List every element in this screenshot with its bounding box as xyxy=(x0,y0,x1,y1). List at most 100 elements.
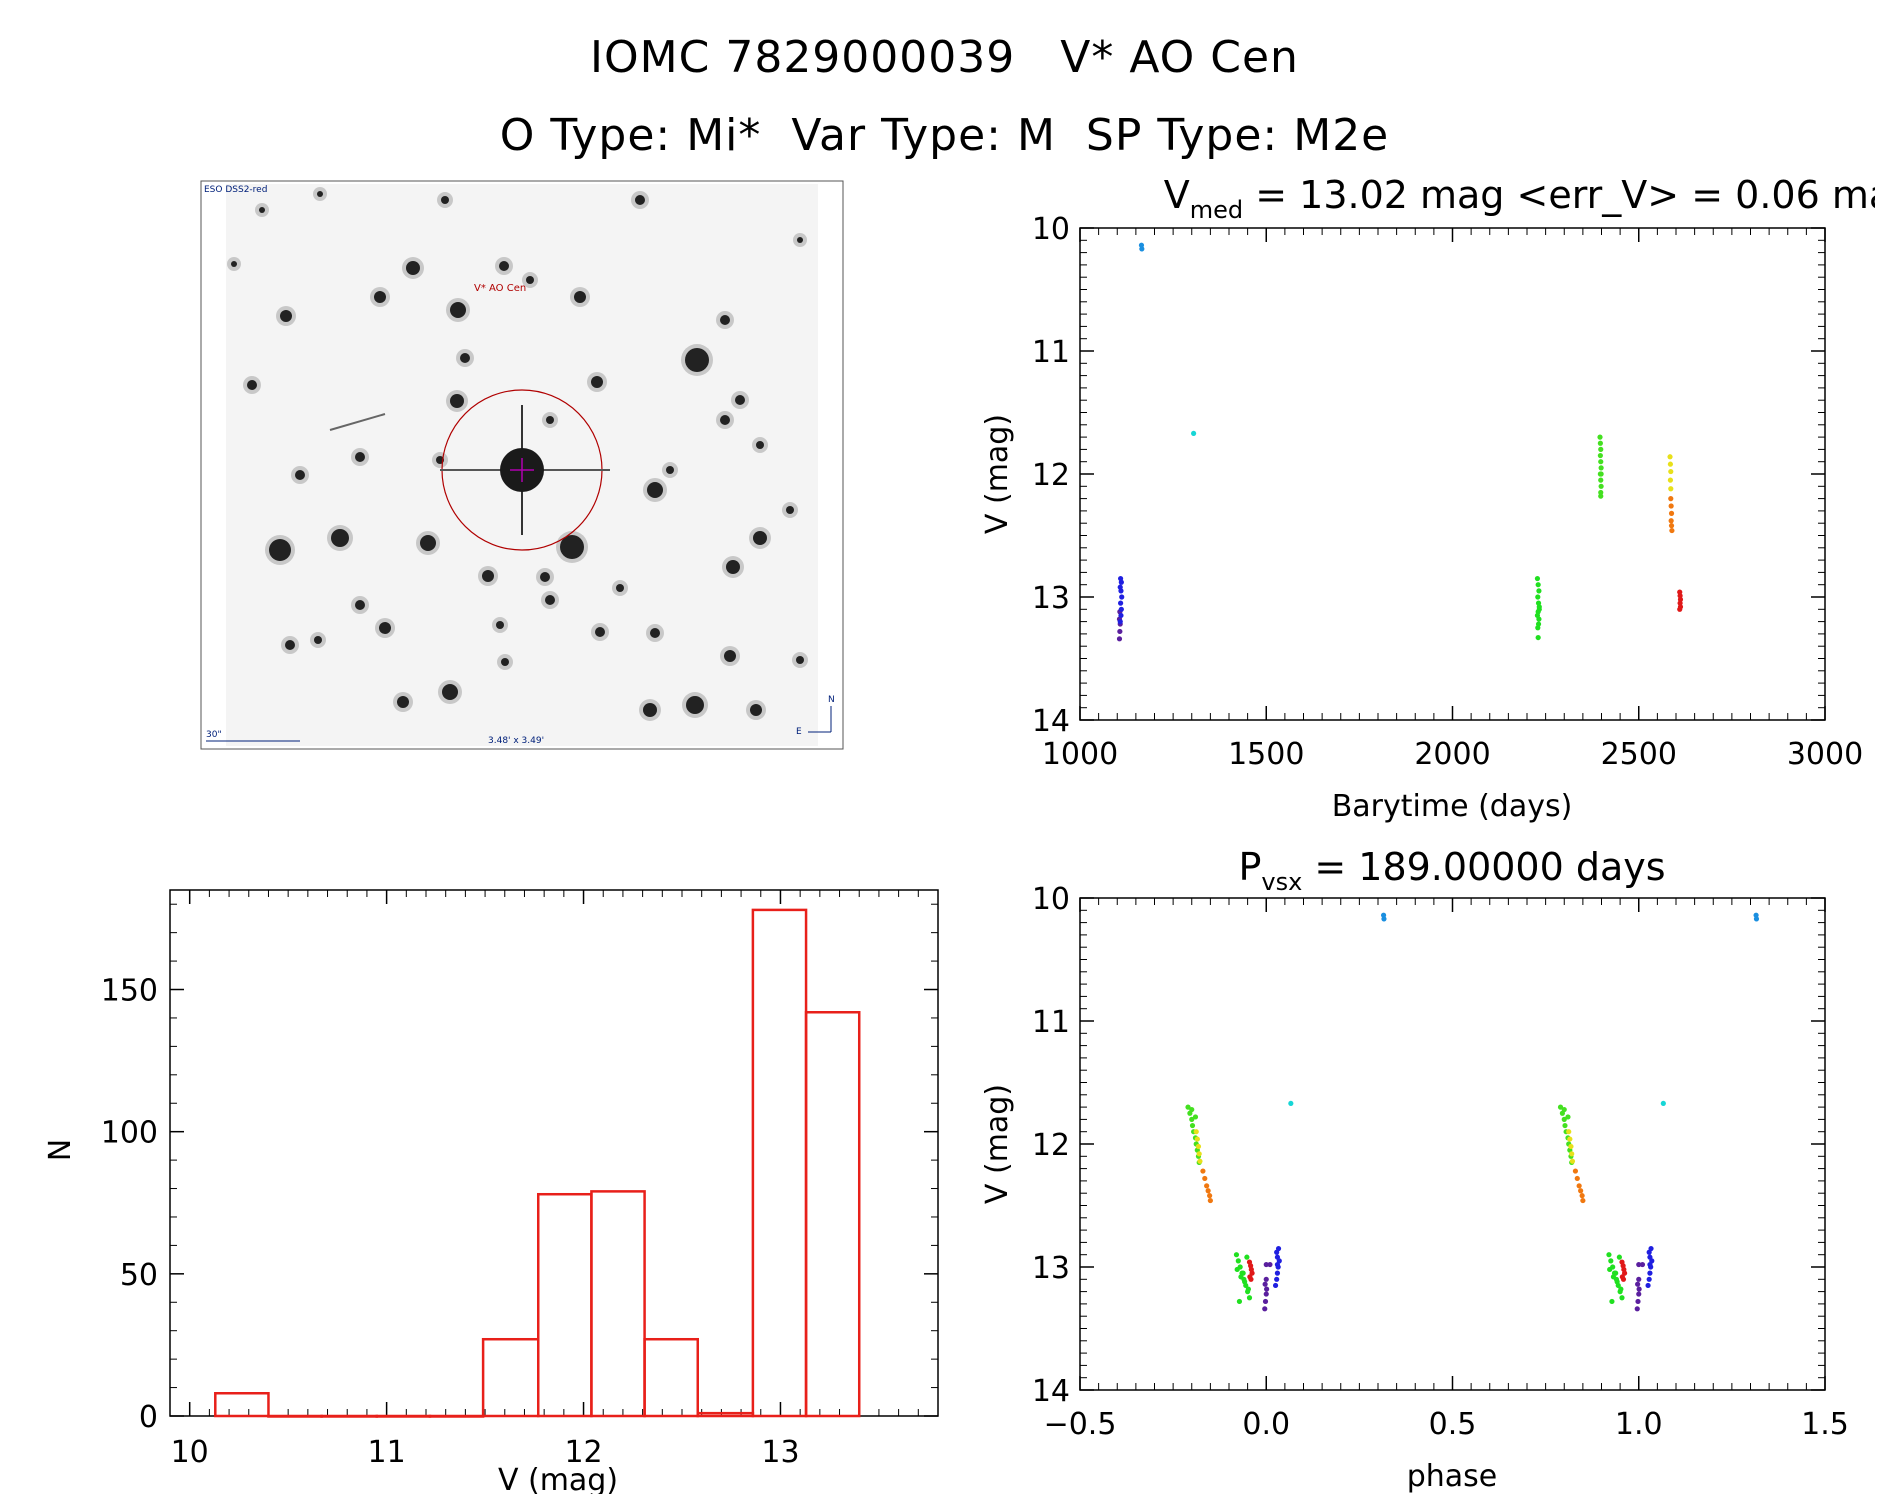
y-tick-label: 14 xyxy=(1032,704,1070,739)
north-label: N xyxy=(828,695,835,705)
data-point-purple xyxy=(1264,1286,1270,1292)
star xyxy=(247,380,257,390)
data-point-green1 xyxy=(1613,1270,1619,1276)
data-point-green1 xyxy=(1234,1266,1240,1273)
star xyxy=(750,704,762,716)
data-point-green1 xyxy=(1606,1252,1612,1258)
data-point-blue xyxy=(1647,1270,1653,1276)
data-point-purple xyxy=(1636,1286,1642,1292)
light-curve-title-v: V xyxy=(1164,173,1190,217)
star xyxy=(650,628,660,638)
light-curve-title-rest: = 13.02 mag <err_V> = 0.06 mag xyxy=(1243,173,1875,217)
data-point-blue xyxy=(1274,1276,1280,1282)
data-point-green1 xyxy=(1614,1279,1620,1285)
star xyxy=(756,441,764,449)
histogram-bar xyxy=(428,1414,485,1418)
star xyxy=(317,191,323,197)
data-point-green2 xyxy=(1565,1114,1571,1120)
data-point-purple_dash xyxy=(1639,1261,1646,1268)
star xyxy=(595,627,605,637)
histogram-bars xyxy=(214,908,861,1418)
data-point-orange xyxy=(1207,1193,1213,1199)
target-label: V* AO Cen xyxy=(474,283,526,294)
star xyxy=(647,482,663,498)
star xyxy=(726,560,740,574)
star xyxy=(635,195,645,205)
data-point-green2 xyxy=(1598,489,1604,496)
data-point-yellow xyxy=(1667,454,1673,460)
data-point-blue xyxy=(1118,612,1124,619)
star xyxy=(685,348,709,372)
star xyxy=(269,539,291,561)
data-point-yellow xyxy=(1566,1129,1572,1135)
histogram-ylabel: N xyxy=(43,1139,78,1161)
data-point-purple xyxy=(1636,1276,1642,1282)
x-tick-label: 0.0 xyxy=(1242,1407,1290,1442)
star xyxy=(499,261,509,271)
data-point-green2 xyxy=(1598,446,1604,452)
data-point-blue xyxy=(1119,594,1125,600)
data-point-blue xyxy=(1646,1276,1652,1282)
data-point-purple xyxy=(1262,1298,1269,1305)
data-point-purple xyxy=(1634,1306,1640,1312)
phased-curve-ylabel: V (mag) xyxy=(980,1084,1015,1204)
data-point-lightblue xyxy=(1753,916,1760,922)
y-tick-label: 11 xyxy=(1032,1005,1070,1040)
survey-label: ESO DSS2-red xyxy=(204,185,267,195)
data-point-yellow xyxy=(1668,468,1674,475)
phased-curve-title: Pvsx = 189.00000 days xyxy=(1238,845,1665,896)
data-point-green1 xyxy=(1244,1254,1250,1260)
data-point-green2 xyxy=(1561,1116,1567,1122)
data-point-green1 xyxy=(1242,1279,1248,1285)
phased-curve-title-sub: vsx xyxy=(1261,868,1302,896)
data-point-yellow xyxy=(1668,486,1674,492)
data-point-blue xyxy=(1645,1282,1651,1289)
histogram-bar xyxy=(214,1392,270,1418)
data-point-blue xyxy=(1275,1245,1282,1252)
data-point-green2 xyxy=(1185,1104,1191,1110)
light-curve-ylabel: V (mag) xyxy=(980,414,1015,534)
star xyxy=(441,196,449,204)
star xyxy=(374,291,386,303)
data-point-green1 xyxy=(1609,1298,1615,1305)
x-tick-label: 1500 xyxy=(1228,737,1304,772)
data-point-green1 xyxy=(1535,625,1541,631)
data-point-green2 xyxy=(1189,1106,1195,1113)
data-point-green2 xyxy=(1189,1122,1196,1129)
data-point-green1 xyxy=(1240,1270,1246,1276)
data-point-green2 xyxy=(1598,477,1604,483)
data-point-green2 xyxy=(1597,440,1603,446)
star xyxy=(406,261,420,275)
star xyxy=(616,584,624,592)
data-point-green2 xyxy=(1598,459,1604,465)
data-point-green1 xyxy=(1246,1295,1253,1301)
data-point-green1 xyxy=(1608,1258,1614,1264)
star xyxy=(786,506,794,514)
y-tick-label: 50 xyxy=(120,1258,158,1293)
star xyxy=(797,237,803,243)
phased-curve-ticks: −0.5 0.0 0.5 1.0 1.5 10 11 12 13 14 xyxy=(1032,882,1849,1442)
star xyxy=(450,394,464,408)
data-point-purple xyxy=(1262,1306,1268,1312)
data-point-green1 xyxy=(1536,616,1542,622)
data-point-yellow xyxy=(1196,1151,1202,1157)
star xyxy=(442,684,458,700)
star xyxy=(560,535,584,559)
finder-stars xyxy=(227,187,808,721)
star xyxy=(482,570,494,582)
star xyxy=(331,529,349,547)
star xyxy=(591,376,603,388)
data-point-orange xyxy=(1578,1188,1584,1194)
data-point-yellow xyxy=(1193,1129,1199,1135)
data-point-blue xyxy=(1118,575,1124,582)
data-point-blue xyxy=(1647,1261,1653,1268)
data-point-red xyxy=(1677,606,1683,612)
star xyxy=(496,621,504,629)
histogram-bar xyxy=(536,1192,593,1418)
y-tick-label: 12 xyxy=(1032,1128,1070,1163)
histogram-bar xyxy=(751,908,808,1418)
phased-curve-points xyxy=(1185,912,1760,1312)
x-tick-label: 3000 xyxy=(1787,737,1863,772)
data-point-green2 xyxy=(1562,1122,1568,1129)
data-point-orange xyxy=(1668,518,1674,524)
